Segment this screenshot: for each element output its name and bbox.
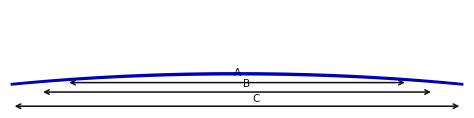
Text: A: A bbox=[233, 68, 241, 78]
Text: C: C bbox=[252, 94, 260, 104]
Text: B: B bbox=[243, 79, 250, 89]
